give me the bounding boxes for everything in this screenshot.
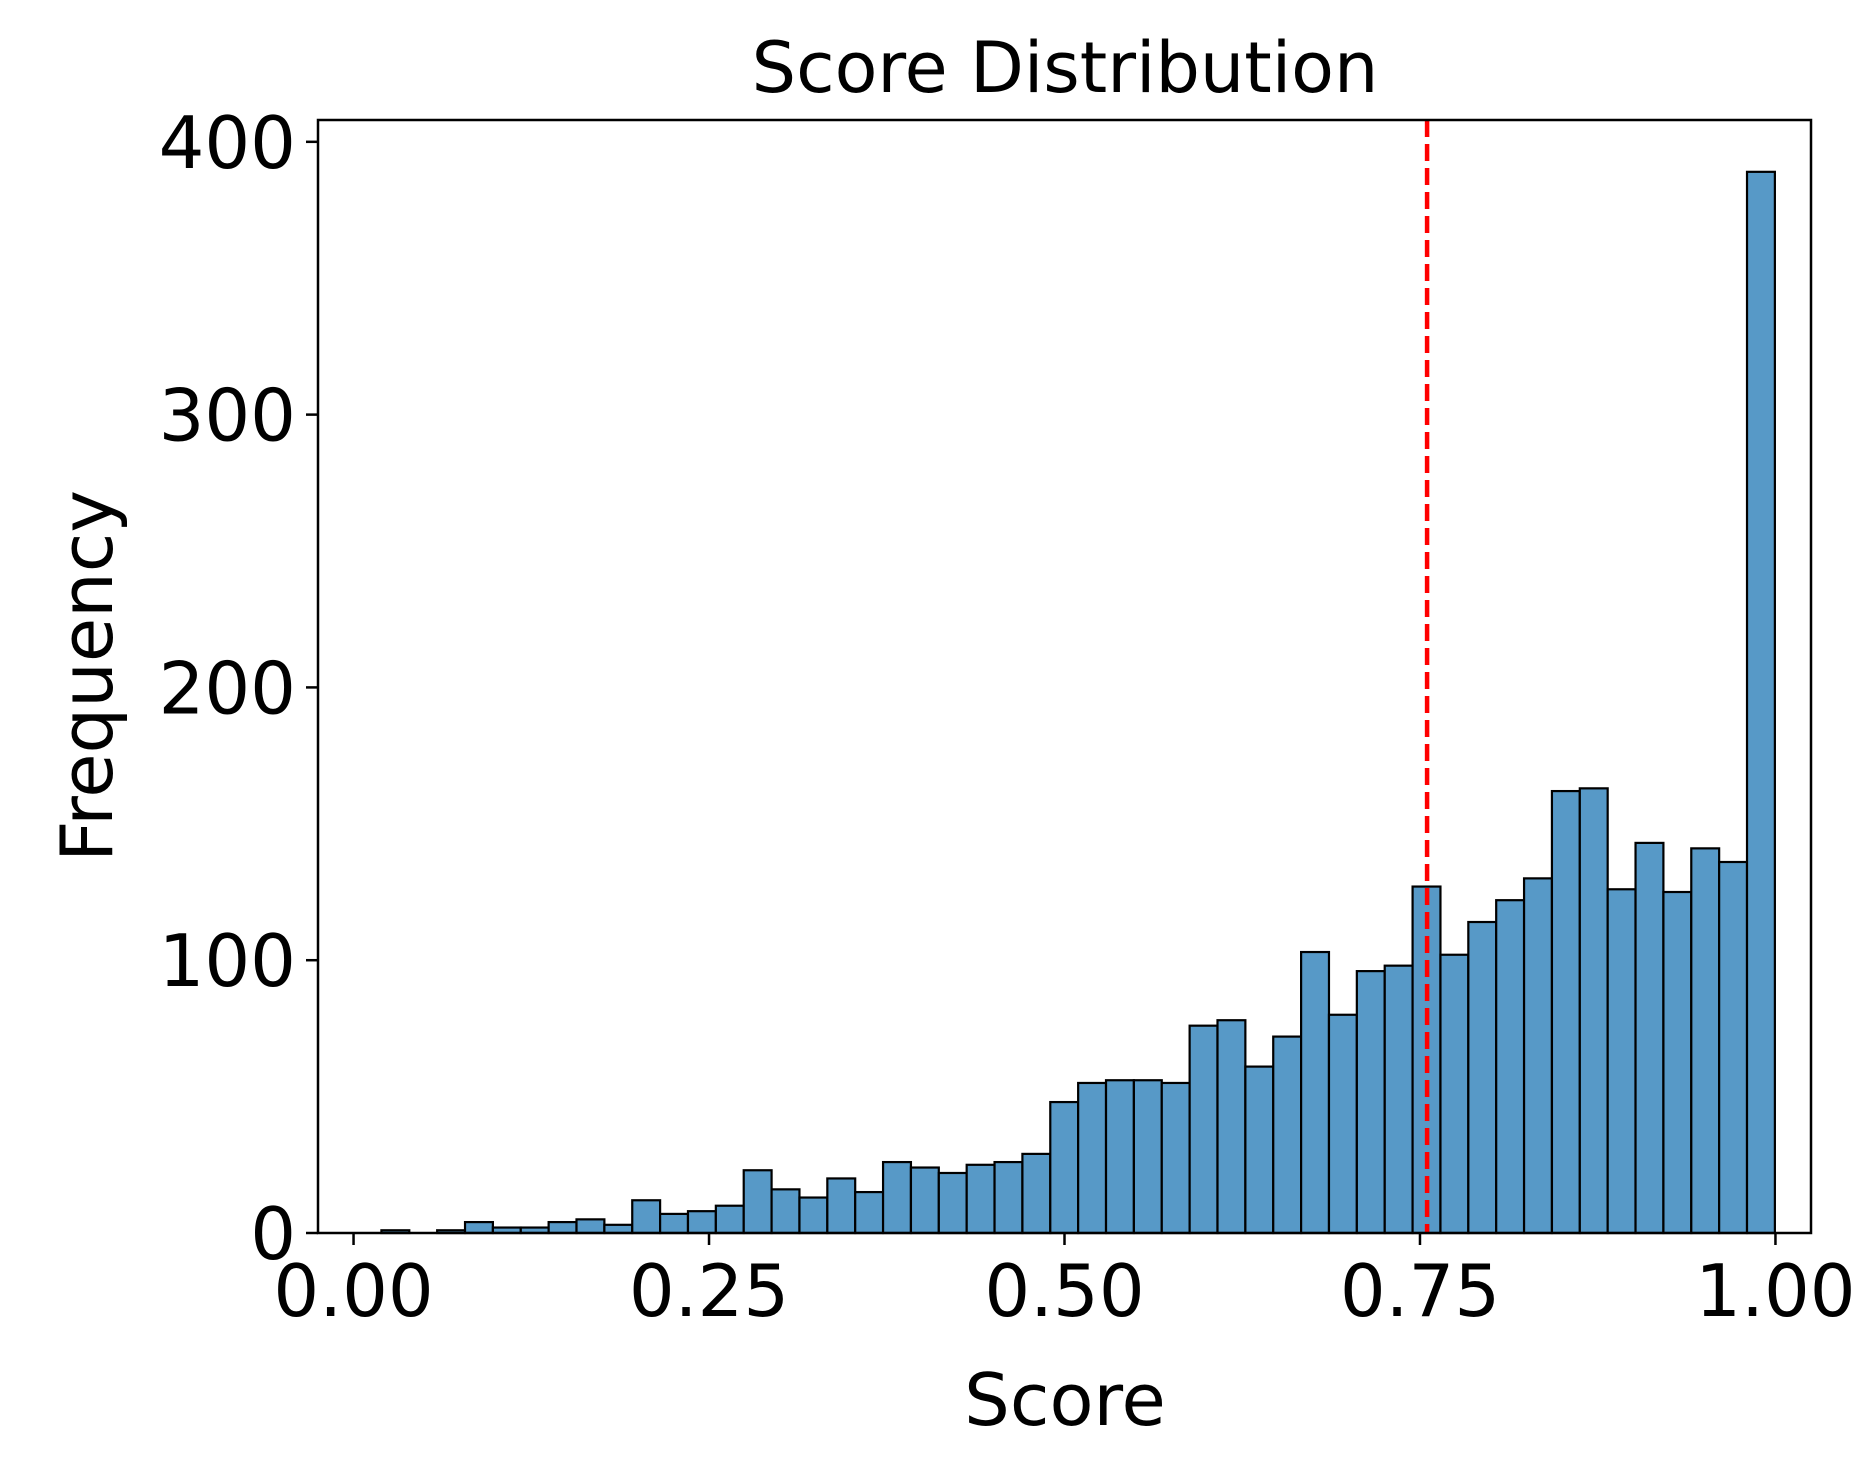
histogram-bar (881, 1160, 913, 1235)
histogram-bar (1021, 1152, 1052, 1235)
x-tick-label: 0.75 (1340, 1249, 1500, 1333)
y-axis-ticks: 0 100 200 300 400 (159, 101, 318, 1276)
x-axis-ticks: 0.00 0.25 0.50 0.75 1.00 (273, 1233, 1856, 1333)
x-axis-label: Score (964, 1358, 1166, 1442)
x-tick-label: 0.25 (629, 1249, 789, 1333)
histogram-bar (965, 1163, 996, 1235)
histogram-bar (547, 1220, 578, 1235)
histogram-bar (1272, 1035, 1303, 1235)
histogram-bar (798, 1196, 829, 1235)
histogram-bar (1355, 970, 1386, 1235)
histogram-bar (714, 1204, 745, 1235)
histogram-bar (1383, 964, 1414, 1235)
histogram-bar (937, 1171, 968, 1235)
histogram-bar (1550, 789, 1581, 1235)
histogram-bar (659, 1212, 690, 1235)
histogram-bar (1244, 1065, 1275, 1235)
x-tick-label: 0.00 (273, 1249, 433, 1333)
x-tick-label: 1.00 (1695, 1249, 1855, 1333)
histogram-bar (1132, 1079, 1163, 1235)
histogram-bar (631, 1199, 662, 1235)
histogram-bar (770, 1188, 801, 1235)
y-tick-label: 400 (159, 101, 296, 185)
y-tick-label: 200 (159, 646, 296, 730)
histogram-bar (1104, 1079, 1135, 1235)
histogram-bar (1495, 899, 1526, 1235)
chart-title: Score Distribution (752, 27, 1379, 109)
histogram-bar (854, 1190, 885, 1235)
y-tick-label: 100 (159, 919, 296, 1003)
histogram-bar (1439, 953, 1470, 1235)
histogram-bar (742, 1169, 773, 1235)
histogram-bar (1160, 1081, 1191, 1235)
histogram-bar (1718, 860, 1749, 1235)
y-axis-label: Frequency (45, 490, 129, 862)
y-tick-label: 0 (250, 1192, 296, 1276)
histogram-bar (1188, 1024, 1219, 1235)
histogram-bar (1077, 1081, 1108, 1235)
histogram-bar (1690, 847, 1721, 1235)
histogram-bar (1578, 787, 1609, 1235)
histogram-bar (1300, 950, 1331, 1235)
histogram-bar (1745, 170, 1776, 1235)
histogram-bar (993, 1160, 1024, 1235)
histogram-bar (463, 1220, 494, 1235)
histogram-bar (686, 1210, 717, 1235)
histogram-bar (1327, 1013, 1358, 1235)
histogram-bar (1467, 920, 1498, 1235)
histogram-bar (1634, 841, 1665, 1235)
histogram-bar (1606, 888, 1637, 1235)
x-tick-label: 0.50 (984, 1249, 1144, 1333)
bars-group (380, 170, 1776, 1235)
histogram-bar (1216, 1019, 1247, 1235)
histogram-bar (575, 1218, 606, 1235)
histogram-bar (909, 1166, 940, 1235)
histogram-bar (1662, 890, 1693, 1235)
y-tick-label: 300 (159, 374, 296, 458)
histogram-bar (1049, 1100, 1080, 1235)
histogram-bar (826, 1177, 857, 1235)
histogram-bar (1522, 877, 1554, 1235)
